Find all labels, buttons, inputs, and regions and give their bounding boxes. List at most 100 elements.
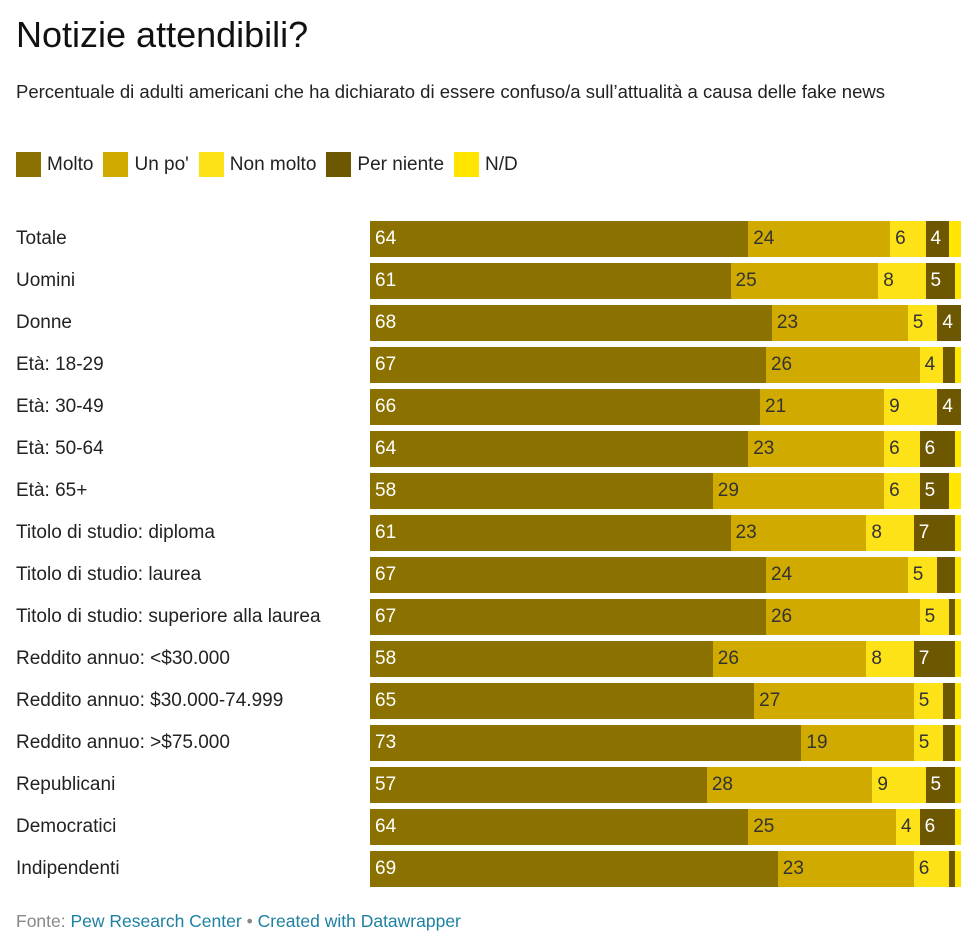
data-label: 61: [375, 522, 397, 543]
bar-segment: 4: [895, 809, 920, 845]
bar-segment: 5: [907, 305, 938, 341]
bar-segment: 67: [370, 347, 766, 383]
legend-item: Un po': [103, 152, 189, 177]
bar-segment: 26: [765, 599, 920, 635]
data-label: 64: [375, 438, 397, 459]
data-label: 4: [930, 228, 942, 249]
data-label: 5: [912, 564, 924, 585]
bar-segment: 7: [913, 515, 956, 551]
data-label: 65: [375, 690, 397, 711]
bar-segment: 8: [866, 515, 914, 551]
bar-segment: 21: [760, 389, 885, 425]
bar-row: Donne 68 23 5 4: [0, 305, 975, 341]
bar-segment: 25: [730, 263, 879, 299]
bar-segment: 58: [370, 641, 713, 677]
data-label: 64: [375, 228, 397, 249]
data-label: 6: [889, 438, 900, 459]
bar-row: Reddito annuo: $30.000-74.999 65 27 5: [0, 683, 975, 719]
data-label: 8: [871, 522, 882, 543]
datawrapper-link[interactable]: Created with Datawrapper: [257, 911, 461, 931]
bar-segment: [955, 725, 961, 761]
legend-item: Per niente: [326, 152, 444, 177]
bar-segment: 8: [866, 641, 914, 677]
stacked-bar: 68 23 5 4: [370, 305, 961, 341]
bar-row: Indipendenti 69 23 6: [0, 851, 975, 887]
legend-label: Non molto: [229, 153, 317, 175]
stacked-bar: 67 26 5: [370, 599, 961, 635]
bar-segment: 9: [884, 389, 938, 425]
data-label: 66: [375, 396, 397, 417]
bar-segment: [943, 683, 956, 719]
bar-segment: 28: [706, 767, 873, 803]
data-label: 23: [776, 312, 799, 333]
stacked-bar: 58 29 6 5: [370, 473, 961, 509]
data-label: 8: [871, 648, 882, 669]
data-label: 26: [770, 606, 793, 627]
bar-segment: 69: [370, 851, 778, 887]
bar-segment: 57: [370, 767, 707, 803]
bar-segment: [955, 767, 961, 803]
legend-swatch: [198, 152, 224, 177]
bar-segment: 5: [919, 473, 950, 509]
category-label: Republicani: [16, 774, 116, 795]
data-label: 6: [889, 480, 900, 501]
bar-row: Reddito annuo: >$75.000 73 19 5: [0, 725, 975, 761]
bar-segment: 5: [913, 683, 944, 719]
category-label: Reddito annuo: >$75.000: [16, 732, 230, 753]
data-label: 21: [765, 396, 787, 417]
bar-segment: 29: [712, 473, 885, 509]
category-label: Età: 30-49: [16, 396, 104, 417]
legend: Molto Un po' Non molto Per niente N/D: [16, 152, 528, 177]
source-link[interactable]: Pew Research Center: [70, 911, 242, 931]
bar-segment: 66: [370, 389, 761, 425]
footer: Fonte: Pew Research Center • Created wit…: [16, 911, 461, 932]
category-label: Uomini: [16, 270, 76, 291]
data-label: 5: [924, 480, 936, 501]
data-label: 4: [942, 312, 953, 333]
data-label: 57: [375, 774, 397, 795]
category-label: Totale: [16, 228, 67, 249]
legend-swatch: [326, 152, 352, 177]
legend-label: N/D: [485, 153, 518, 175]
bar-segment: 61: [370, 263, 731, 299]
data-label: 26: [770, 354, 793, 375]
data-label: 7: [918, 648, 930, 669]
data-label: 25: [753, 816, 775, 837]
footer-separator: •: [246, 911, 253, 931]
category-label: Età: 18-29: [16, 354, 104, 375]
data-label: 5: [912, 312, 924, 333]
bar-segment: 6: [884, 473, 920, 509]
legend-item: Molto: [16, 152, 93, 177]
bar-segment: [955, 347, 961, 383]
data-label: 23: [753, 438, 775, 459]
data-label: 6: [924, 438, 936, 459]
data-label: 5: [924, 606, 936, 627]
bar-segment: 58: [370, 473, 713, 509]
category-label: Democratici: [16, 816, 117, 837]
data-label: 5: [918, 732, 930, 753]
bar-segment: 5: [919, 599, 950, 635]
bar-segment: 5: [925, 263, 956, 299]
bar-segment: 25: [748, 809, 896, 845]
bar-row: Reddito annuo: <$30.000 58 26 8 7: [0, 641, 975, 677]
stacked-bar: 61 23 8 7: [370, 515, 961, 551]
chart-title: Notizie attendibili?: [16, 14, 309, 55]
bar-segment: 5: [907, 557, 938, 593]
bar-segment: 24: [748, 221, 891, 257]
stacked-bar: 57 28 9 5: [370, 767, 961, 803]
legend-item: Non molto: [198, 152, 317, 177]
category-label: Titolo di studio: diploma: [16, 522, 215, 543]
legend-swatch: [454, 152, 480, 177]
stacked-bar: 64 24 6 4: [370, 221, 961, 257]
bar-segment: 27: [754, 683, 914, 719]
bar-segment: 23: [771, 305, 908, 341]
stacked-bar: 65 27 5: [370, 683, 961, 719]
bar-segment: 64: [370, 809, 749, 845]
bar-row: Età: 65+ 58 29 6 5: [0, 473, 975, 509]
data-label: 23: [735, 522, 757, 543]
data-label: 9: [889, 396, 900, 417]
data-label: 29: [717, 480, 739, 501]
category-label: Età: 65+: [16, 480, 88, 501]
bar-row: Età: 50-64 64 23 6 6: [0, 431, 975, 467]
bar-segment: 73: [370, 725, 802, 761]
